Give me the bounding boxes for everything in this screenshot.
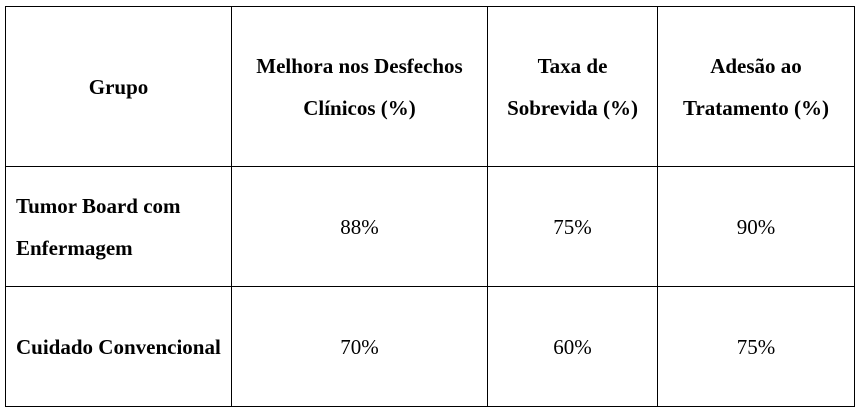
header-clinical-outcomes: Melhora nos Desfechos Clínicos (%): [231, 6, 488, 167]
survival-rate-value: 60%: [487, 286, 658, 407]
treatment-adherence-value: 75%: [657, 286, 855, 407]
header-treatment-adherence-label: Adesão ao Tratamento (%): [683, 53, 829, 120]
table-row: Cuidado Convencional 70% 60% 75%: [5, 286, 855, 407]
table-row: Tumor Board com Enfermagem 88% 75% 90%: [5, 166, 855, 287]
results-table: Grupo Melhora nos Desfechos Clínicos (%)…: [5, 6, 855, 407]
header-survival-rate-label: Taxa de Sobrevida (%): [507, 53, 638, 120]
table-header-row: Grupo Melhora nos Desfechos Clínicos (%)…: [5, 6, 855, 167]
header-group-label: Grupo: [88, 74, 149, 99]
header-clinical-outcomes-label: Melhora nos Desfechos Clínicos (%): [256, 53, 463, 120]
row-group-label: Cuidado Convencional: [16, 334, 221, 359]
header-survival-rate: Taxa de Sobrevida (%): [487, 6, 658, 167]
clinical-outcomes-value: 88%: [231, 166, 488, 287]
row-group-cell: Cuidado Convencional: [5, 286, 232, 407]
header-treatment-adherence: Adesão ao Tratamento (%): [657, 6, 855, 167]
survival-rate-value: 75%: [487, 166, 658, 287]
header-group: Grupo: [5, 6, 232, 167]
row-group-cell: Tumor Board com Enfermagem: [5, 166, 232, 287]
clinical-outcomes-value: 70%: [231, 286, 488, 407]
treatment-adherence-value: 90%: [657, 166, 855, 287]
row-group-label: Tumor Board com Enfermagem: [16, 193, 181, 260]
